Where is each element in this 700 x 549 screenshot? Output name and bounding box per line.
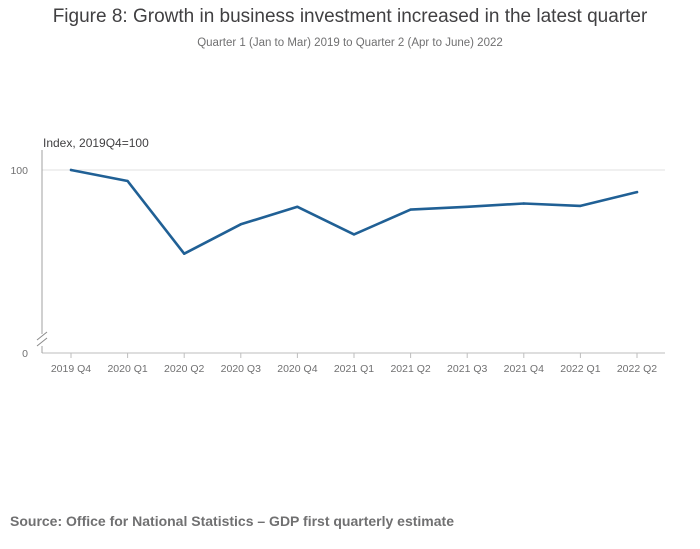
x-tick-label: 2020 Q1 [107, 363, 147, 375]
data-point [126, 179, 129, 183]
data-point [579, 204, 582, 208]
chart-subtitle: Quarter 1 (Jan to Mar) 2019 to Quarter 2… [197, 37, 503, 49]
series-line [69, 168, 639, 255]
data-point [183, 252, 186, 255]
series [69, 168, 639, 255]
x-tick-label: 2020 Q2 [164, 363, 204, 375]
x-tick-label: 2020 Q4 [277, 363, 317, 375]
x-tick-label: 2020 Q3 [221, 363, 261, 375]
x-tick-label: 2022 Q2 [617, 363, 657, 375]
source-note: Source: Office for National Statistics –… [10, 513, 454, 529]
x-tick-label: 2021 Q3 [447, 363, 487, 375]
data-point [239, 223, 242, 226]
tick-labels: Index, 2019Q4=100 100 0 2019 Q4 2020 Q1 2020 … [10, 136, 657, 375]
axis-break-mark [36, 331, 48, 341]
axis-break-mark [36, 337, 48, 347]
chart-title: Figure 8: Growth in business investment … [52, 6, 648, 27]
data-point [69, 168, 73, 172]
axes [36, 150, 665, 358]
x-tick-label: 2021 Q2 [390, 363, 430, 375]
x-tick-label: 2019 Q4 [51, 363, 91, 375]
data-point [296, 205, 299, 208]
x-tick-label: 2021 Q1 [334, 363, 374, 375]
data-point [522, 202, 525, 205]
x-tick-label: 2021 Q4 [504, 363, 544, 375]
y-tick-label: 0 [22, 348, 28, 360]
y-axis-label: Index, 2019Q4=100 [43, 136, 149, 150]
data-point [352, 233, 356, 236]
data-point [409, 208, 412, 211]
data-point [466, 205, 469, 208]
x-tick-label: 2022 Q1 [560, 363, 600, 375]
y-tick-label: 100 [10, 165, 28, 177]
data-point [635, 190, 639, 194]
